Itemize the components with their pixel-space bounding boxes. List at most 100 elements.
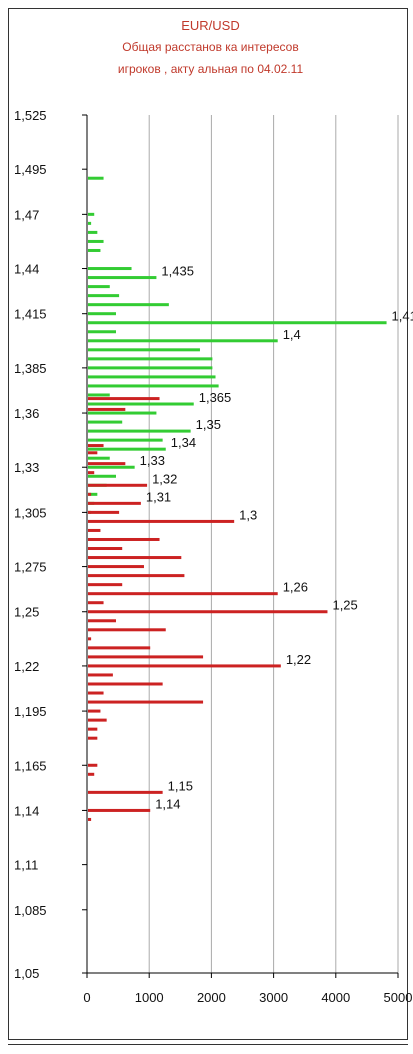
bar [88,574,185,578]
bar [88,808,151,812]
bar [88,384,219,388]
bar [88,456,110,460]
x-tick-label: 2000 [197,990,226,1005]
data-label: 1,365 [199,390,232,405]
bar [88,492,98,496]
bar [88,239,104,243]
bar [88,420,123,424]
bar [88,221,92,225]
bar [88,691,104,695]
bar [88,646,151,650]
bar [88,176,104,180]
y-tick-label: 1,165 [14,758,47,773]
data-label: 1,31 [146,489,171,504]
bar [88,230,98,234]
bar [88,465,135,469]
bar [88,817,92,821]
data-label: 1,26 [283,580,308,595]
data-label: 1,33 [140,453,165,468]
data-label: 1,14 [155,796,180,811]
x-tick-label: 5000 [384,990,413,1005]
bar [88,528,101,532]
bar [88,700,204,704]
bar [88,619,116,623]
bar [88,664,281,668]
y-tick-label: 1,525 [14,108,47,123]
bar [88,610,328,614]
bar [88,655,204,659]
bar [88,248,101,252]
y-tick-label: 1,385 [14,361,47,376]
bar [88,330,116,334]
y-tick-label: 1,47 [14,207,39,222]
bar [88,267,132,271]
bar [88,637,92,641]
bar [88,790,163,794]
data-label: 1,4 [283,327,301,342]
bar [88,492,92,496]
data-label: 1,34 [171,435,196,450]
data-label: 1,15 [168,778,193,793]
x-tick-label: 3000 [259,990,288,1005]
bar [88,451,98,455]
y-tick-label: 1,44 [14,262,39,277]
bar [88,763,98,767]
bar [88,772,95,776]
bar [88,348,200,352]
x-tick-label: 4000 [321,990,350,1005]
bar [88,411,157,415]
bar [88,718,107,722]
bar [88,447,166,451]
bar [88,471,95,475]
bar [88,303,169,307]
bar [88,519,235,523]
data-label: 1,35 [196,417,221,432]
y-tick-label: 1,085 [14,903,47,918]
bar [88,366,213,370]
bar [88,375,216,379]
bar [88,727,98,731]
y-tick-label: 1,22 [14,659,39,674]
x-tick-label: 0 [83,990,90,1005]
bar [88,537,160,541]
chart-subtitle-line-1: Общая расстанов ка интересов [122,40,299,54]
y-tick-label: 1,275 [14,560,47,575]
bar [88,357,213,361]
bar [88,547,123,551]
y-tick-label: 1,14 [14,803,39,818]
bar [88,501,141,505]
bar [88,212,95,216]
bar [88,556,182,560]
chart-frame [8,8,408,1040]
data-label: 1,25 [332,598,357,613]
data-label: 1,435 [161,264,194,279]
bar [88,709,101,713]
y-tick-label: 1,415 [14,307,47,322]
bar [88,321,387,325]
chart-title: EUR/USD [181,18,240,33]
y-tick-label: 1,195 [14,704,47,719]
bar [88,438,163,442]
y-tick-label: 1,25 [14,605,39,620]
y-tick-label: 1,495 [14,162,47,177]
bar [88,339,278,343]
data-label: 1,41 [392,309,413,324]
bar [88,397,160,401]
bar [88,565,144,569]
bar [88,429,191,433]
chart-subtitle-line-2: игроков , акту альная по 04.02.11 [117,62,304,76]
bar [88,483,148,487]
x-tick-label: 1000 [135,990,164,1005]
next-chart-frame [8,1044,408,1054]
y-tick-label: 1,305 [14,505,47,520]
bar [88,444,104,448]
bar [88,276,157,280]
bar [88,294,120,298]
bar [88,393,110,397]
y-tick-label: 1,11 [14,858,38,873]
bar [88,510,120,514]
y-tick-label: 1,36 [14,406,39,421]
bar [88,583,123,587]
bar [88,285,110,289]
